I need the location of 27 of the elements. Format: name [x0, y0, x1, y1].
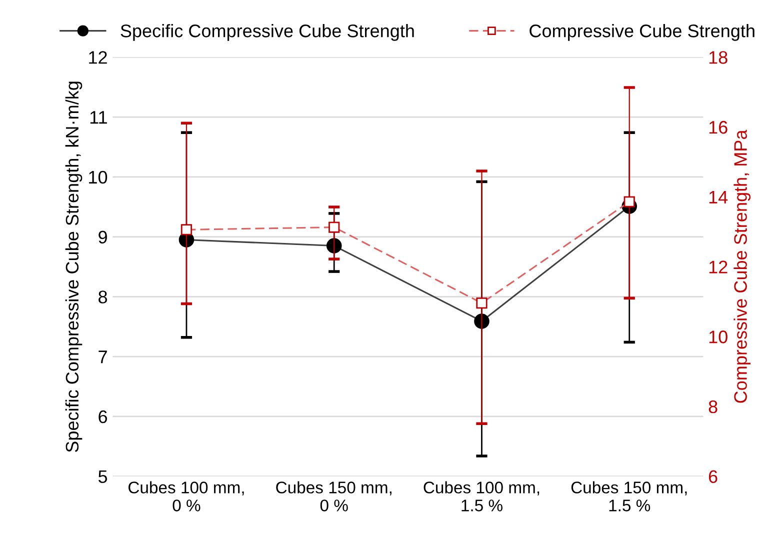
y2-tick-label: 8 [708, 400, 718, 414]
point [180, 224, 192, 236]
y-tick-label: 11 [90, 111, 107, 124]
y-tick-label: 12 [89, 51, 107, 64]
point [328, 222, 340, 233]
y-tick-label: 6 [98, 410, 108, 424]
y-tick-label: 5 [98, 470, 108, 484]
y-tick-label: 10 [89, 170, 108, 184]
x-tick-label: Cubes 100 mm, 0 % [128, 481, 244, 512]
y2-tick-label: 6 [708, 470, 718, 484]
y2-axis-title: Compressive Cube Strength, MPa [734, 130, 751, 403]
y-tick-label: 7 [98, 350, 107, 364]
legend-label: Specific Compressive Cube Strength [120, 24, 414, 41]
legend-label: Compressive Cube Strength [530, 24, 754, 41]
y2-tick-label: 14 [709, 190, 728, 204]
x-tick-label: Cubes 150 mm, 1.5 % [571, 481, 687, 512]
y-axis-title: Specific Compressive Cube Strength, kN·m/kg [65, 82, 82, 452]
y-tick-label: 8 [98, 290, 108, 304]
y2-tick-label: 10 [709, 330, 728, 344]
x-tick-label: Cubes 100 mm, 1.5 % [424, 481, 540, 512]
x-tick-label: Cubes 150 mm, 0 % [276, 481, 392, 512]
point [326, 238, 342, 254]
y-tick-label: 9 [98, 230, 107, 244]
point [476, 298, 488, 309]
y2-tick-label: 12 [709, 260, 728, 274]
y2-tick-label: 18 [709, 51, 728, 64]
y2-tick-label: 16 [709, 120, 728, 134]
